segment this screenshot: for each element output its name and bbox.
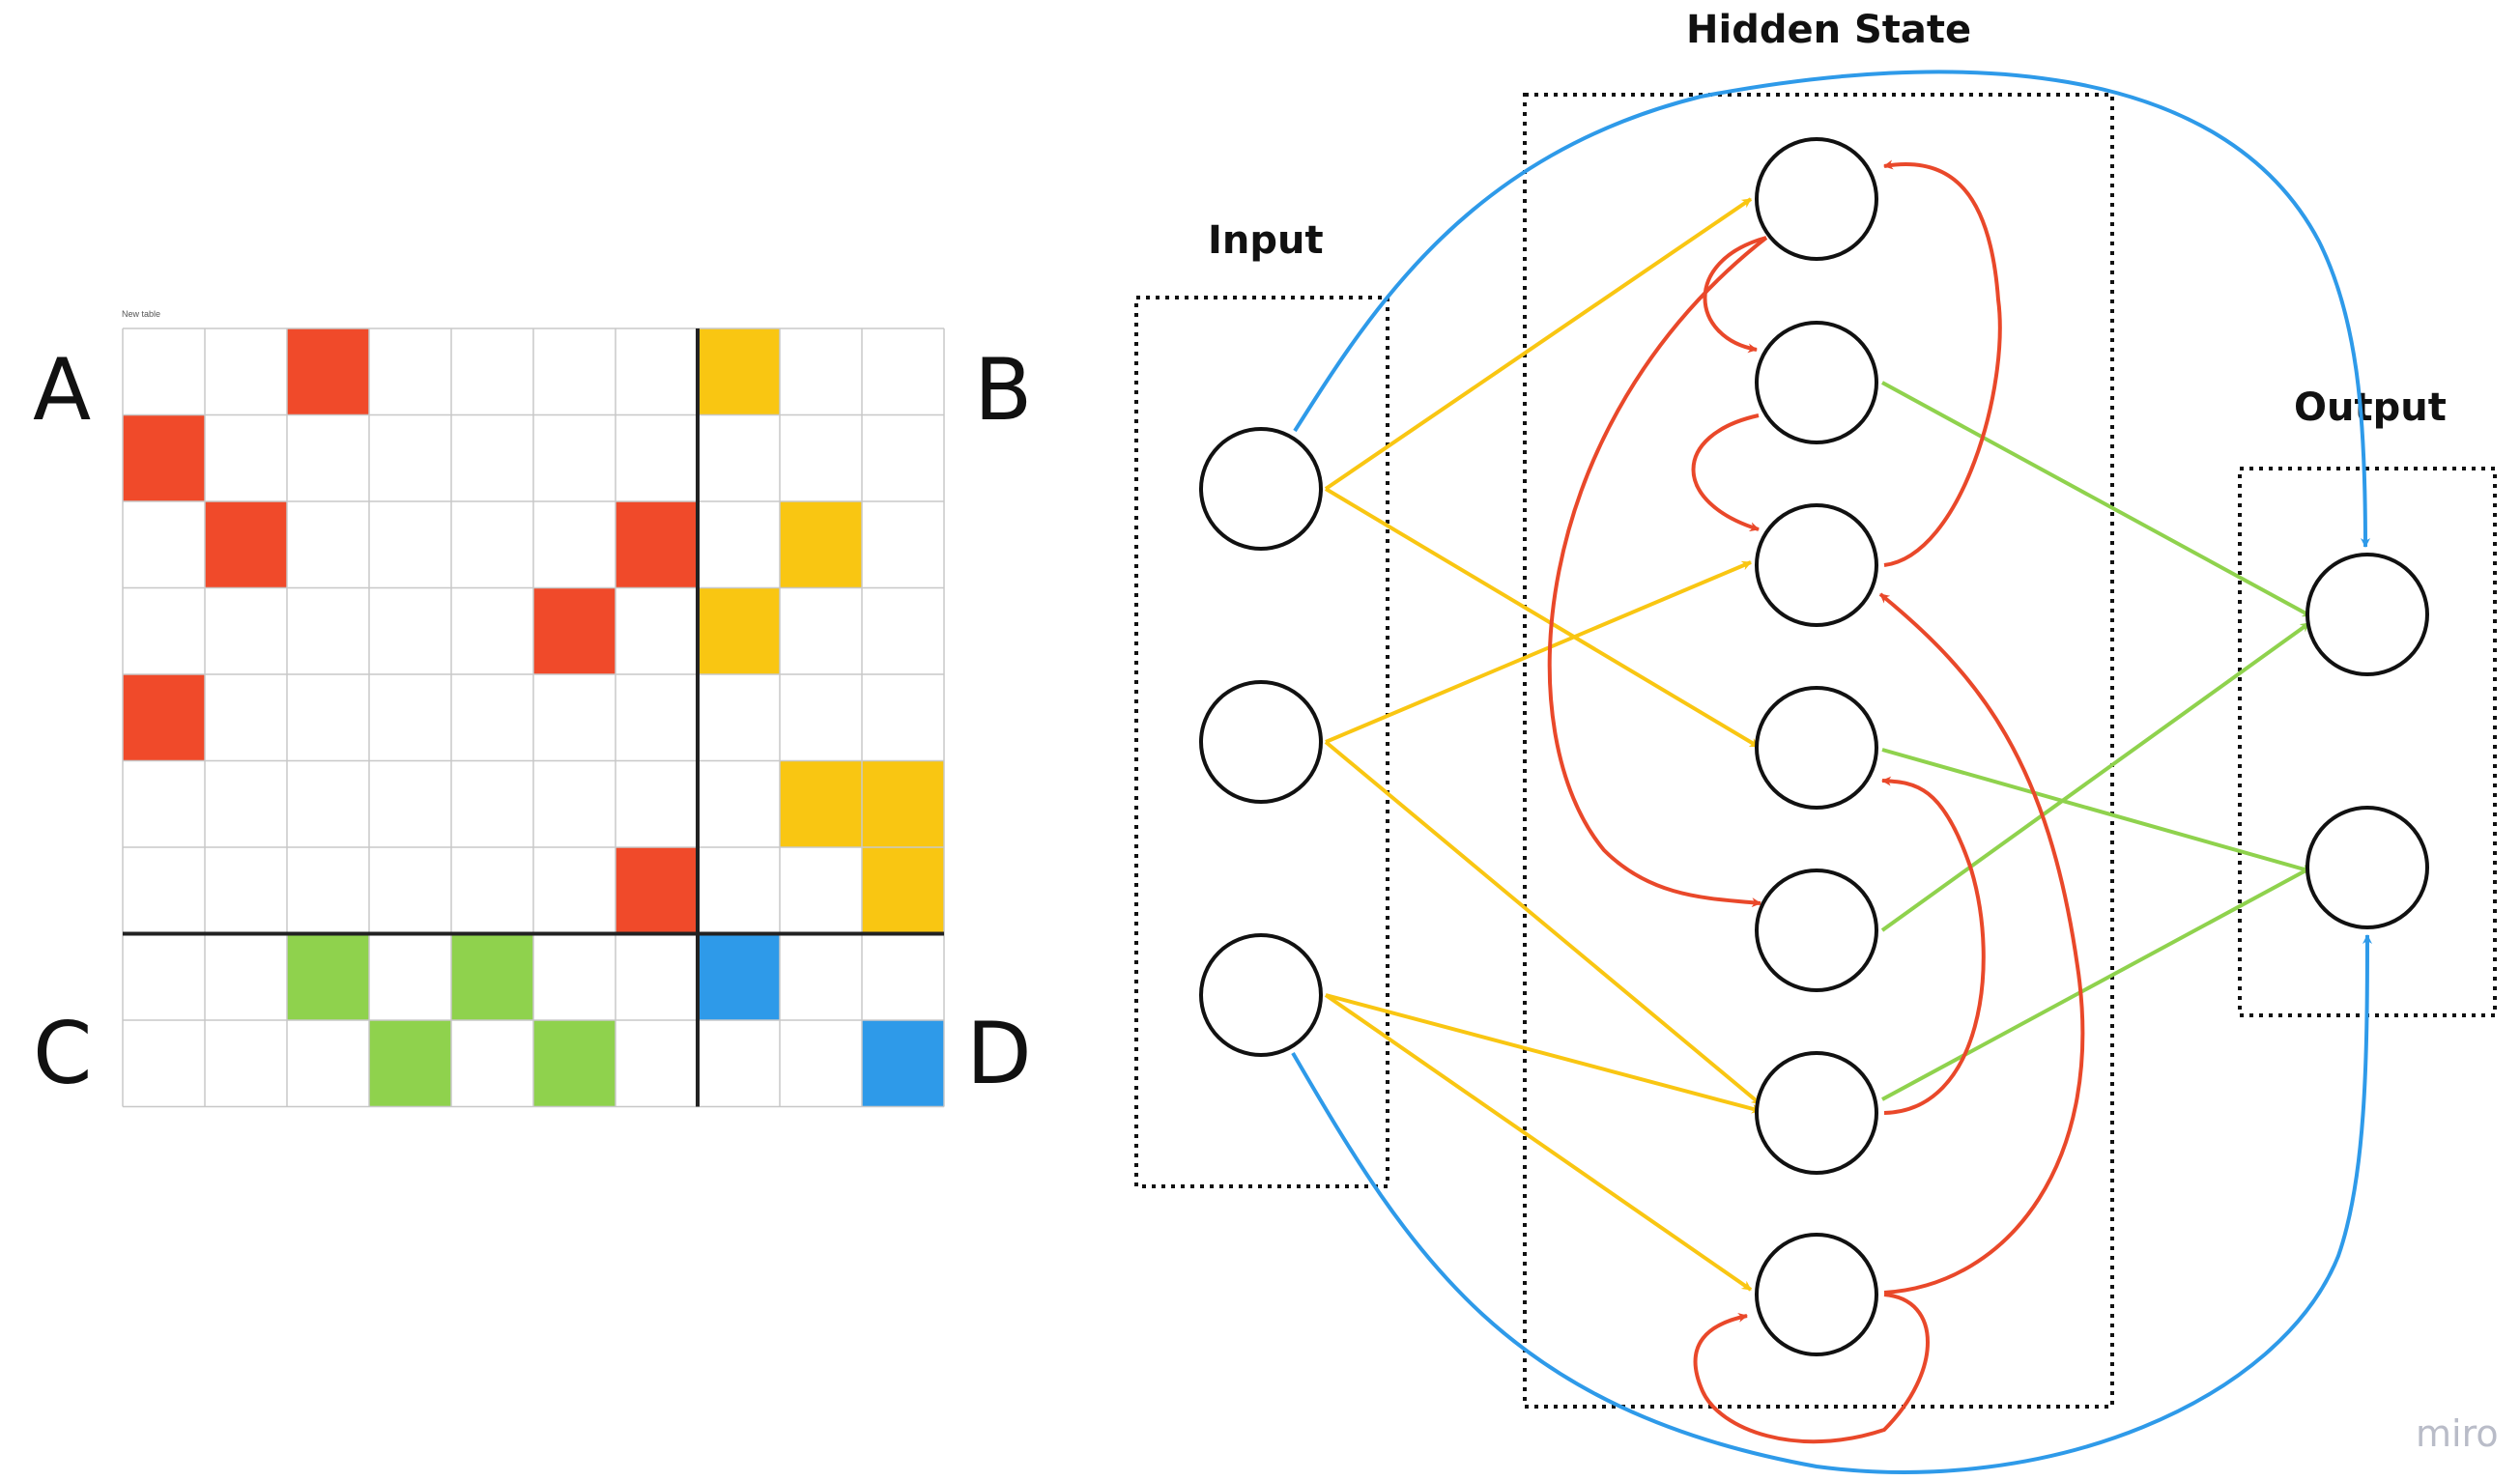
- hidden-node-4: [1755, 686, 1878, 810]
- edge-h7-h3: [1878, 592, 2085, 1295]
- quadrant-label-c: C: [33, 1004, 92, 1103]
- edge-i2-h3: [1325, 560, 1752, 744]
- edge-h1-h2: [1703, 236, 1767, 354]
- edge-i2-h6: [1324, 740, 1762, 1106]
- table-cell-red: [205, 501, 287, 588]
- hidden-node-7: [1755, 1233, 1878, 1356]
- edge-i1-h1: [1324, 197, 1753, 491]
- input-node-2: [1199, 680, 1323, 804]
- hidden-node-6: [1755, 1051, 1878, 1175]
- quadrant-label-a: A: [33, 340, 91, 440]
- quadrant-label-b: B: [974, 340, 1032, 440]
- table-cell-green: [287, 933, 369, 1020]
- table-cell-yellow: [780, 501, 862, 588]
- miro-watermark: miro: [2416, 1412, 2499, 1455]
- edge-h2-h3: [1691, 413, 1760, 532]
- table-grid: [122, 328, 945, 1108]
- table-cell-red: [287, 328, 369, 415]
- edge-h2-o1: [1881, 381, 2312, 618]
- edge-h3-h1: [1883, 159, 2002, 567]
- table-cell-yellow: [698, 587, 780, 674]
- edge-h5-o1: [1880, 621, 2311, 932]
- table-dividers: [123, 328, 944, 1107]
- edge-h6-h4: [1881, 776, 1986, 1115]
- hidden-group-box: [1523, 93, 2114, 1409]
- network-nodes: [1199, 137, 2429, 1356]
- input-group-box: [1134, 296, 1389, 1188]
- edge-h7-h7: [1693, 1293, 1930, 1444]
- table-cell-yellow: [780, 760, 862, 847]
- table-cell-blue: [862, 1020, 944, 1107]
- hidden-node-2: [1755, 321, 1878, 444]
- table-cells: [123, 328, 944, 1107]
- table-cell-green: [533, 1020, 616, 1107]
- hidden-node-5: [1755, 869, 1878, 992]
- input-node-3: [1199, 933, 1323, 1057]
- hidden-to-output-edges: [1880, 381, 2312, 1101]
- edge-h1-h5: [1547, 236, 1768, 908]
- edge-i1-h4: [1324, 487, 1761, 749]
- input-group-label: Input: [1208, 218, 1324, 263]
- table-cell-yellow: [862, 760, 944, 847]
- table-cell-red: [123, 414, 205, 501]
- table-caption: New table: [122, 309, 160, 319]
- edge-h6-o2: [1881, 866, 2312, 1101]
- edge-i3-h6: [1325, 993, 1761, 1114]
- hidden-node-1: [1755, 137, 1878, 261]
- input-to-output-edges: [1291, 70, 2372, 1474]
- hidden-group-label: Hidden State: [1686, 8, 1971, 52]
- table-cell-red: [616, 847, 698, 934]
- output-node-2: [2305, 806, 2429, 929]
- edge-i1-o1: [1293, 70, 2370, 548]
- table-cell-yellow: [698, 328, 780, 415]
- table-cell-red: [123, 674, 205, 761]
- edge-h4-o2: [1881, 748, 2312, 874]
- hidden-node-3: [1755, 503, 1878, 627]
- output-group-label: Output: [2294, 385, 2447, 430]
- output-group-box: [2238, 467, 2497, 1017]
- hidden-recurrent-edges: [1547, 159, 2085, 1444]
- table-cell-red: [616, 501, 698, 588]
- edge-i3-h7: [1324, 993, 1753, 1292]
- table-cell-blue: [698, 933, 780, 1020]
- table-cell-red: [533, 587, 616, 674]
- adjacency-table: New table A B C D: [33, 309, 1032, 1108]
- quadrant-label-d: D: [966, 1004, 1032, 1103]
- table-cell-yellow: [862, 847, 944, 934]
- edge-i3-o2: [1291, 934, 2372, 1474]
- output-node-1: [2305, 553, 2429, 676]
- rnn-diagram: Input Hidden State Output: [1134, 8, 2497, 1474]
- table-cell-green: [451, 933, 533, 1020]
- input-to-hidden-edges: [1324, 197, 1762, 1292]
- table-cell-green: [369, 1020, 451, 1107]
- input-node-1: [1199, 427, 1323, 551]
